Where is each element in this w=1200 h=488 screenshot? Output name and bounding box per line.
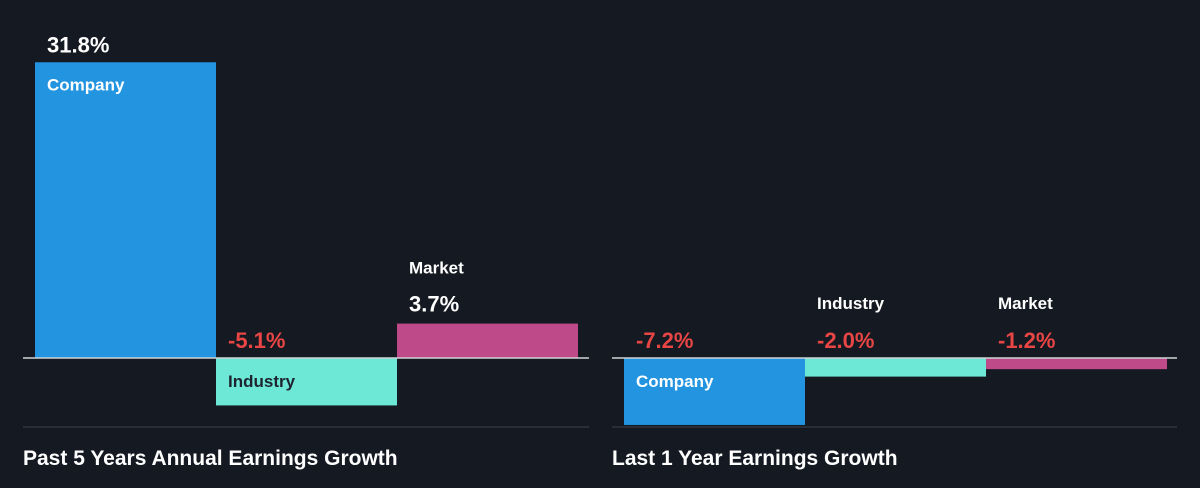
company-category-label: Company: [636, 372, 714, 391]
industry-category-label: Industry: [228, 372, 296, 391]
market-bar: [986, 358, 1167, 370]
industry-category-label: Industry: [817, 294, 885, 313]
company-value-label: 31.8%: [47, 32, 109, 57]
industry-bar: [805, 358, 986, 377]
industry-value-label: -5.1%: [228, 328, 285, 353]
company-value-label: -7.2%: [636, 328, 693, 353]
company-bar: [624, 358, 805, 425]
market-value-label: -1.2%: [998, 328, 1055, 353]
chart-panel-last-1-year: -7.2% Company -2.0% Industry -1.2% Market Last…: [612, 294, 1177, 470]
market-category-label: Market: [409, 259, 464, 278]
industry-bar: [216, 358, 397, 406]
market-value-label: 3.7%: [409, 292, 459, 317]
industry-value-label: -2.0%: [817, 328, 874, 353]
chart-panel-past-5-years: 31.8% Company -5.1% Industry 3.7% Market Past …: [23, 32, 589, 470]
chart-title: Last 1 Year Earnings Growth: [612, 447, 898, 470]
market-bar: [397, 323, 578, 358]
company-category-label: Company: [47, 75, 125, 94]
chart-title: Past 5 Years Annual Earnings Growth: [23, 447, 398, 470]
market-category-label: Market: [998, 294, 1053, 313]
company-bar: [35, 62, 216, 358]
